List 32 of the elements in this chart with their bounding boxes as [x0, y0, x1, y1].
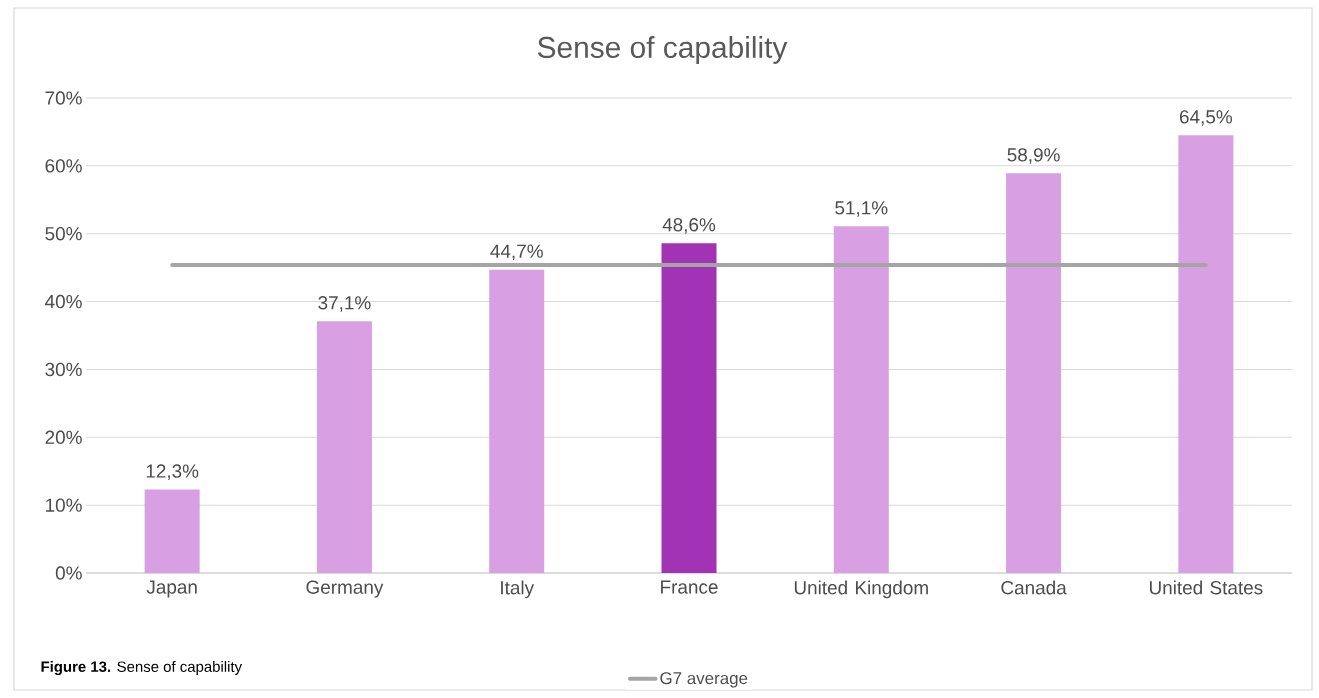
bar: [144, 489, 200, 573]
y-tick-label: 20%: [45, 430, 82, 444]
x-tick-label: France: [661, 580, 718, 594]
y-tick-label: 10%: [46, 498, 82, 512]
x-tick-label: United States: [1149, 580, 1263, 595]
y-tick-label: 40%: [45, 294, 82, 309]
x-tick-label: Japan: [146, 580, 197, 598]
chart-title: Sense of capability: [537, 36, 788, 64]
bar: [1006, 173, 1062, 573]
bar: [661, 243, 717, 573]
data-label: 58,9%: [1007, 148, 1060, 164]
text: Figure 13. Sense of capability: [41, 661, 243, 675]
data-label: 64,5%: [1179, 110, 1233, 126]
bar: [1178, 135, 1234, 573]
x-tick-label: Canada: [1001, 580, 1067, 595]
data-label: 51,1%: [835, 201, 888, 217]
x-tick-label: Germany: [306, 580, 384, 598]
y-tick-label: 70%: [45, 91, 82, 105]
bar: [316, 321, 372, 573]
y-tick-label: 0%: [55, 566, 82, 580]
data-label: 37,1%: [318, 296, 371, 312]
x-tick-label: United Kingdom: [794, 580, 928, 599]
bar: [833, 226, 889, 573]
data-label: 48,6%: [662, 218, 716, 234]
y-tick-label: 60%: [45, 159, 82, 173]
data-label: 12,3%: [146, 464, 199, 481]
bar: [489, 269, 545, 573]
y-tick-label: 30%: [45, 362, 82, 377]
legend-label: G7 average: [660, 672, 748, 688]
y-tick-label: 50%: [45, 227, 82, 241]
x-tick-label: Italy: [501, 580, 535, 599]
data-label: 44,7%: [490, 244, 543, 261]
